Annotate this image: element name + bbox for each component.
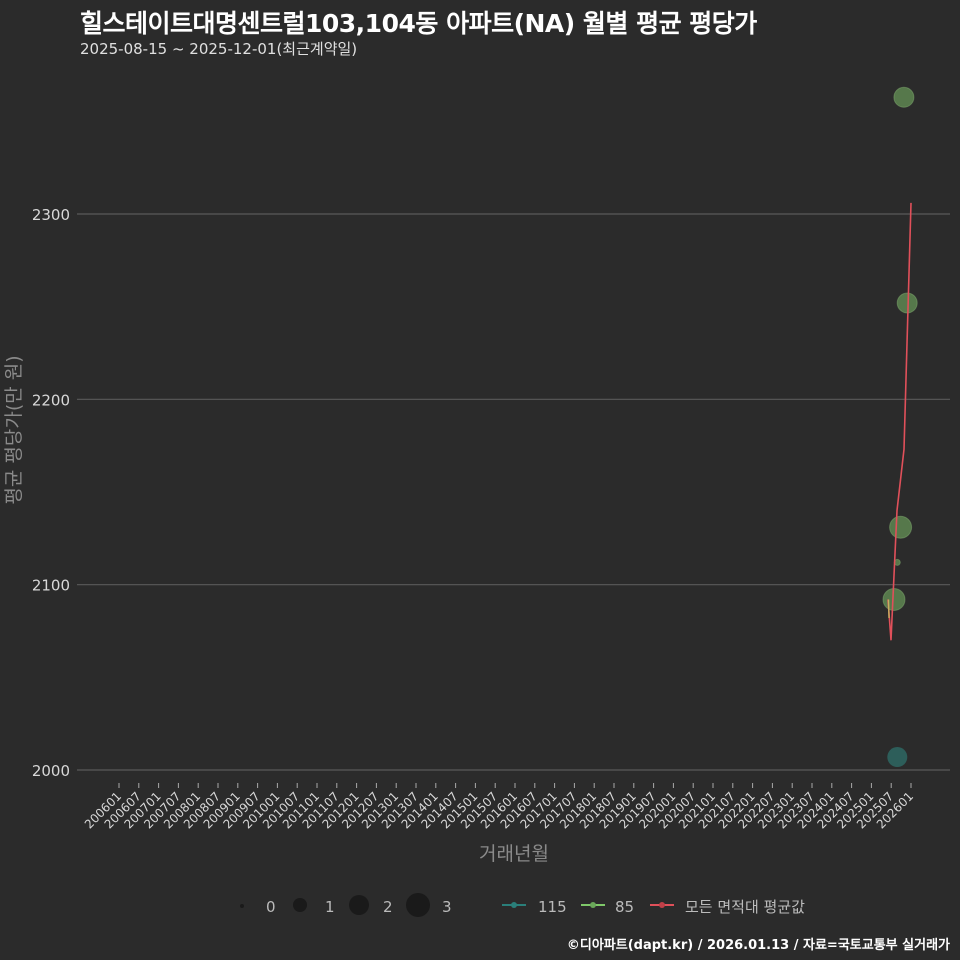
y-tick-label: 2000: [32, 762, 70, 780]
legend-115-dot-icon: [511, 902, 517, 908]
size-legend-0-icon: [240, 904, 244, 908]
y-tick-label: 2300: [32, 206, 70, 224]
size-legend-0-label: 0: [266, 898, 276, 916]
data-point-115: [887, 747, 908, 768]
legend: 0 1 2 3 115 85 모든 면적대 평균값: [240, 893, 805, 917]
data-series: [882, 86, 918, 768]
size-legend-2-icon: [349, 895, 369, 915]
gridlines: [77, 213, 950, 771]
x-axis-ticks: 2006012006072007012007072008012008072009…: [82, 783, 916, 832]
legend-115-label: 115: [538, 898, 567, 916]
size-legend-3-icon: [406, 893, 430, 917]
legend-85-label: 85: [615, 898, 634, 916]
y-axis-label: 평균 평당가(만 원): [3, 355, 25, 504]
size-legend-1-icon: [293, 898, 307, 912]
line-85: [887, 599, 890, 619]
y-axis-ticks: 2000 2100 2200 2300: [32, 206, 70, 780]
chart-title: 힐스테이트대명센트럴103,104동 아파트(NA) 월별 평균 평당가: [80, 9, 757, 38]
legend-85-dot-icon: [590, 902, 596, 908]
x-axis-label: 거래년월: [479, 843, 549, 865]
y-tick-label: 2100: [32, 577, 70, 595]
chart-subtitle: 2025-08-15 ~ 2025-12-01(최근계약일): [80, 40, 358, 58]
avg-line: [887, 202, 912, 641]
legend-avg-label: 모든 면적대 평균값: [685, 898, 805, 916]
size-legend-3-label: 3: [442, 898, 452, 916]
data-point-85: [893, 86, 915, 108]
size-legend-2-label: 2: [383, 898, 393, 916]
legend-avg-dot-icon: [659, 902, 665, 908]
data-point-85: [889, 515, 913, 539]
source-credit: ©디아파트(dapt.kr) / 2026.01.13 / 자료=국토교통부 실…: [566, 938, 950, 953]
size-legend-1-label: 1: [325, 898, 335, 916]
y-tick-label: 2200: [32, 391, 70, 409]
